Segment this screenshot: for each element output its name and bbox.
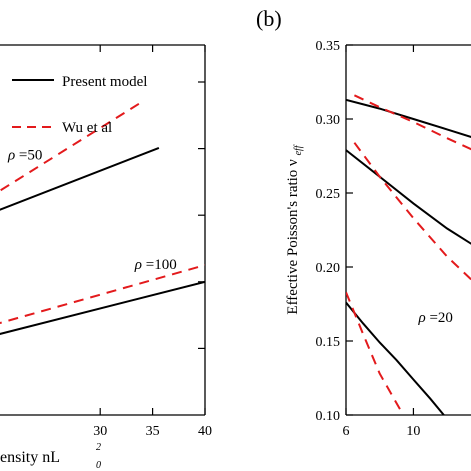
right-annotation: ρ =20 <box>417 310 452 326</box>
right-y-tick-label: 0.20 <box>316 261 341 276</box>
right-series-group <box>346 94 471 415</box>
right-y-axis-label: Effective Poisson's ratio ν eff <box>285 144 304 314</box>
right-y-axis-label-main: Effective Poisson's ratio ν <box>285 159 301 315</box>
right-series-line-present-model <box>346 98 471 138</box>
left-x-tick-label: 30 <box>93 424 107 439</box>
right-x-tick-label: 10 <box>406 424 420 439</box>
left-series-line-present-model <box>0 146 160 211</box>
annotation-value: =100 <box>142 257 177 273</box>
left-x-axis-label-sup: 2 <box>96 442 101 453</box>
right-series-line-present-model <box>346 149 471 245</box>
right-y-tick-label: 0.25 <box>316 187 341 202</box>
annotation-value: =20 <box>426 310 453 326</box>
rho-symbol: ρ <box>417 310 425 326</box>
left-x-tick-label: 40 <box>198 424 212 439</box>
left-series-line-wu-et-al <box>0 264 205 325</box>
left-annotation: ρ =50 <box>7 148 42 164</box>
right-chart: 6 10 0.10 0.15 0.20 0.25 0.30 0.35 ρ =20 Effect… <box>285 39 471 439</box>
left-chart: 30 35 40 ρ =50ρ =100 Present model Wu et a… <box>0 44 212 471</box>
left-x-ticks: 30 35 40 <box>93 45 212 439</box>
right-series-line-wu-et-al <box>353 142 471 281</box>
right-annotations: ρ =20 <box>417 310 452 326</box>
right-y-tick-label: 0.10 <box>316 409 341 424</box>
left-x-axis-label-sub: 0 <box>96 460 101 471</box>
right-y-tick-label: 0.35 <box>316 39 341 54</box>
left-x-axis-label-text: ensity nL <box>0 449 60 466</box>
right-axis-ticks: 6 10 0.10 0.15 0.20 0.25 0.30 0.35 <box>316 39 421 439</box>
left-series-group <box>0 99 205 335</box>
left-annotation: ρ =100 <box>134 257 177 273</box>
right-y-tick-label: 0.15 <box>316 335 341 350</box>
left-series-line-present-model <box>0 280 205 335</box>
right-series-line-wu-et-al <box>346 291 405 415</box>
left-annotations: ρ =50ρ =100 <box>7 148 177 273</box>
right-series-line-wu-et-al <box>353 94 471 151</box>
left-x-axis-label: ensity nL 2 0 <box>0 442 101 471</box>
annotation-value: =50 <box>15 148 42 164</box>
legend-label-present-model: Present model <box>62 74 147 90</box>
right-x-tick-label: 6 <box>343 424 350 439</box>
right-y-axis-label-sub: eff <box>293 144 304 155</box>
rho-symbol: ρ <box>134 257 142 273</box>
left-legend: Present model Wu et al <box>12 74 147 136</box>
right-y-tick-label: 0.30 <box>316 113 341 128</box>
legend-label-wu-et-al: Wu et al <box>62 120 112 136</box>
left-x-tick-label: 35 <box>146 424 160 439</box>
panel-label: (b) <box>256 6 282 31</box>
right-series-line-present-model <box>346 301 445 415</box>
rho-symbol: ρ <box>7 148 15 164</box>
right-y-axis-label-text: Effective Poisson's ratio ν eff <box>285 144 304 314</box>
